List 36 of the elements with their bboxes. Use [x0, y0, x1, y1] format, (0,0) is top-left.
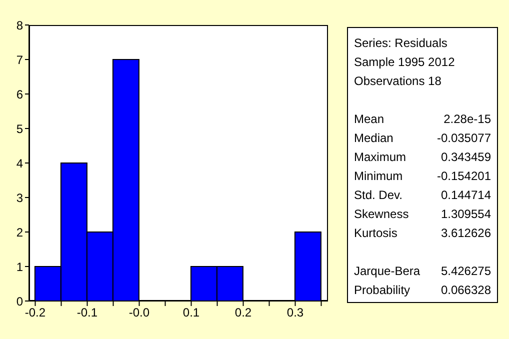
x-tick-label: 0.2: [234, 306, 252, 320]
y-tick-label: 1: [16, 260, 24, 274]
x-tick-label: -0.1: [76, 306, 98, 320]
text: 3.612626: [440, 226, 491, 240]
category-label: Maximum: [354, 149, 406, 166]
y-tick-label: 3: [16, 190, 24, 205]
category-label: Median: [354, 130, 394, 147]
y-tick-label: 2: [16, 225, 24, 240]
y-tick-label: 5: [16, 122, 24, 136]
y-tick-label: 0: [16, 294, 24, 308]
category-label: Minimum: [354, 168, 403, 185]
text: -0.154201: [436, 169, 491, 183]
text: 0.144714: [440, 188, 491, 202]
x-tick-label: -0.0: [128, 306, 150, 320]
category-label: Jarque-Bera: [354, 263, 420, 280]
text: 2.28e-15: [444, 112, 491, 126]
text: 0.066328: [440, 283, 491, 297]
text: Series: Residuals: [354, 35, 448, 52]
y-tick-label: 7: [16, 52, 24, 67]
category-label: Mean: [354, 111, 384, 128]
category-label: Kurtosis: [354, 225, 398, 242]
x-tick-label: 0.3: [286, 306, 304, 320]
x-tick-label: 0.1: [182, 306, 200, 320]
text: Observations 18: [354, 73, 442, 90]
y-tick-label: 4: [16, 156, 24, 170]
text: Sample 1995 2012: [354, 54, 456, 71]
category-label: Std. Dev.: [354, 187, 402, 204]
category-label: Probability: [354, 282, 410, 299]
y-tick-label: 8: [16, 18, 24, 32]
text: 5.426275: [440, 264, 491, 278]
x-tick-label: -0.2: [24, 306, 46, 320]
y-tick-label: 6: [16, 87, 24, 102]
text: -0.035077: [436, 131, 491, 145]
text: 0.343459: [440, 150, 491, 164]
text: 1.309554: [440, 207, 491, 221]
category-label: Skewness: [354, 206, 409, 223]
